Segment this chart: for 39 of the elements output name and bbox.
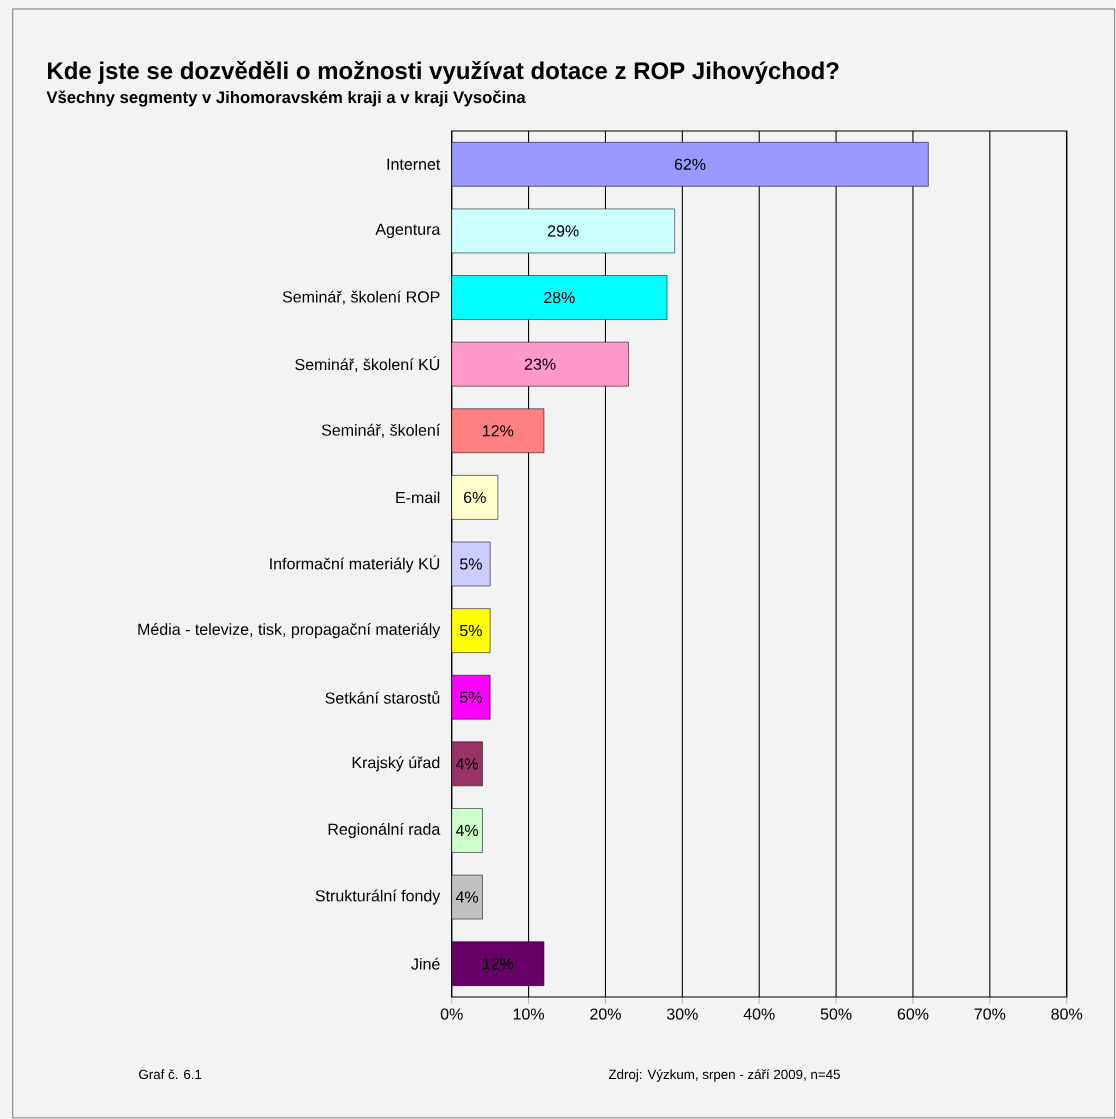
y-tick-label: Seminář, školení ROP <box>282 290 440 305</box>
data-label: 6% <box>464 491 486 504</box>
data-label: 5% <box>460 558 483 570</box>
data-label: 29% <box>548 225 579 237</box>
data-label: 5% <box>460 624 483 637</box>
y-tick-label: Setkání starostů <box>325 690 440 704</box>
y-tick-label: Krajský úřad <box>352 756 440 772</box>
data-label: 4% <box>456 891 479 903</box>
y-tick-label: Informační materiály KÚ <box>270 555 440 573</box>
y-tick-label: Seminář, školení KÚ <box>295 356 440 373</box>
x-tick-label: 70% <box>974 1008 1006 1020</box>
x-tick-label: 0% <box>440 1008 463 1020</box>
y-tick-label: Regionální rada <box>328 822 441 839</box>
data-label: 4% <box>456 758 479 770</box>
text: Graf č. 6.1 <box>139 1069 202 1080</box>
x-tick-label: 30% <box>667 1008 698 1020</box>
y-tick-label: Média - televize, tisk, propagační materiály <box>138 623 441 639</box>
data-label: 28% <box>544 291 575 304</box>
x-tick-label: 60% <box>897 1008 929 1020</box>
y-tick-label: E-mail <box>396 491 440 504</box>
y-tick-label: Seminář, školení <box>322 423 441 438</box>
chart-title: Kde jste se dozvěděli o možnosti využívat dotace z ROP Jihovýchod? <box>48 61 839 84</box>
y-tick-label: Internet <box>387 158 441 170</box>
y-tick-label: Jiné <box>411 957 440 970</box>
x-tick-label: 50% <box>820 1008 852 1020</box>
y-tick-label: Strukturální fondy <box>315 889 441 905</box>
data-label: 23% <box>525 358 556 370</box>
data-label: 5% <box>460 691 483 703</box>
data-label: 12% <box>483 425 514 437</box>
y-tick-label: Agentura <box>375 223 441 239</box>
x-tick-label: 40% <box>743 1008 775 1020</box>
data-label: 62% <box>674 158 706 170</box>
data-label: 12% <box>483 958 514 970</box>
x-tick-label: 10% <box>513 1008 545 1020</box>
x-tick-label: 20% <box>590 1008 622 1020</box>
data-label: 4% <box>456 824 479 837</box>
text: Všechny segmenty v Jihomoravském kraji a v kraji Vysočina <box>46 90 526 107</box>
x-tick-label: 80% <box>1051 1008 1083 1020</box>
text: Zdroj: Výzkum, srpen - září 2009, n=45 <box>608 1069 841 1082</box>
